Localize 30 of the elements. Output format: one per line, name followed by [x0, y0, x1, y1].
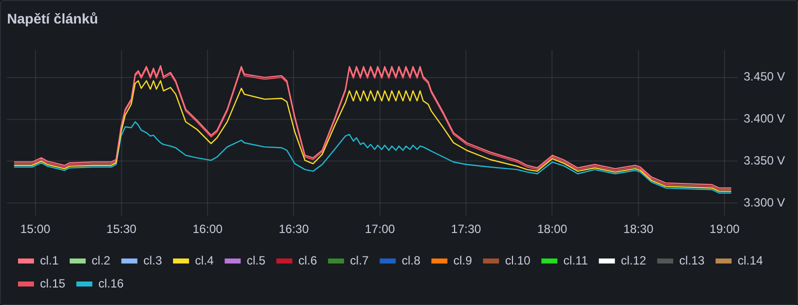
legend-label: cl.9 — [453, 253, 472, 268]
y-tick-label: 3.350 V — [744, 153, 786, 168]
legend-label: cl.11 — [563, 253, 588, 268]
legend-label: cl.1 — [40, 253, 59, 268]
y-tick-label: 3.450 V — [744, 70, 786, 84]
legend-label: cl.12 — [620, 253, 647, 268]
legend-label: cl.13 — [679, 253, 705, 268]
legend-label: cl.15 — [40, 276, 66, 290]
x-tick-label: 18:00 — [537, 222, 568, 236]
x-tick-label: 17:00 — [364, 222, 396, 236]
x-tick-label: 15:30 — [106, 222, 137, 236]
legend-label: cl.3 — [143, 253, 162, 268]
chart-title: Napětí článků — [7, 10, 98, 26]
legend-label: cl.2 — [92, 253, 111, 268]
y-tick-label: 3.300 V — [744, 195, 786, 210]
legend-label: cl.7 — [350, 253, 370, 268]
x-tick-label: 16:00 — [192, 222, 223, 236]
x-tick-label: 16:30 — [278, 222, 310, 236]
x-tick-label: 17:30 — [451, 222, 482, 236]
legend-label: cl.16 — [98, 276, 124, 290]
y-tick-label: 3.400 V — [744, 112, 786, 126]
legend-label: cl.4 — [195, 253, 214, 268]
legend-label: cl.10 — [505, 253, 531, 268]
x-tick-label: 18:30 — [623, 222, 654, 236]
legend-label: cl.5 — [246, 253, 266, 268]
legend-label: cl.6 — [298, 253, 318, 268]
legend-label: cl.8 — [402, 253, 421, 268]
x-tick-label: 19:00 — [710, 222, 740, 236]
legend-label: cl.14 — [738, 253, 764, 268]
x-tick-label: 15:00 — [20, 222, 51, 236]
